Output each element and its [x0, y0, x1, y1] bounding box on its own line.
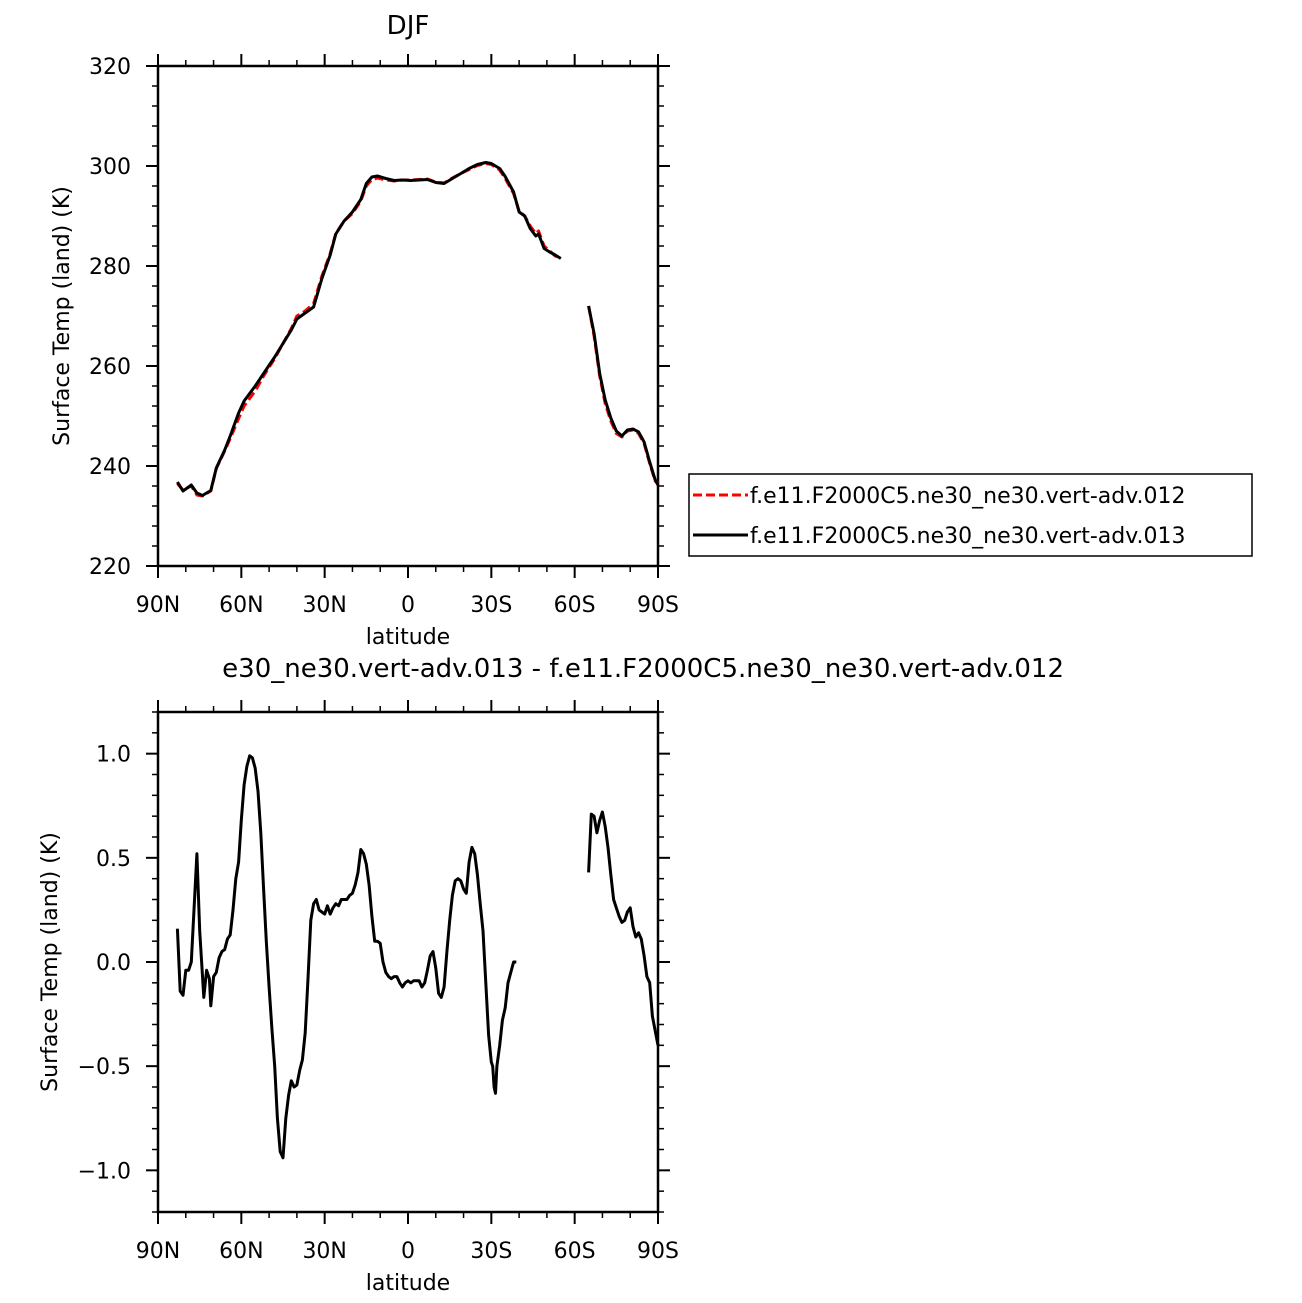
top-y-axis-label: Surface Temp (land) (K)	[50, 186, 75, 446]
y-tick-label: 0.5	[96, 847, 131, 872]
x-tick-label: 90N	[136, 593, 180, 618]
x-tick-label: 90S	[637, 593, 679, 618]
top-minor-ticks	[146, 54, 670, 578]
top-y-tick-labels: 220 240 260 280 300 320	[89, 55, 131, 580]
x-tick-label: 90N	[136, 1239, 180, 1264]
x-tick-label: 90S	[637, 1239, 679, 1264]
x-tick-label: 30N	[302, 593, 346, 618]
x-tick-label: 30S	[470, 593, 512, 618]
y-tick-label: 320	[89, 55, 131, 80]
bottom-series-lines	[175, 754, 660, 1160]
bottom-minor-ticks	[146, 700, 670, 1224]
x-tick-label: 0	[401, 593, 415, 618]
y-tick-label: 0.0	[96, 951, 131, 976]
series-line-0-segment-0	[175, 754, 517, 1160]
series-line-0-segment-1	[587, 810, 660, 1046]
x-tick-label: 60S	[554, 1239, 596, 1264]
legend-box	[688, 473, 1253, 557]
legend-label-series-012: f.e11.F2000C5.ne30_ne30.vert-adv.012	[750, 484, 1186, 509]
series-line-1-segment-0	[176, 161, 562, 497]
x-tick-label: 0	[401, 1239, 415, 1264]
top-x-tick-labels: 90N 60N 30N 0 30S 60S 90S	[136, 593, 679, 618]
bottom-y-tick-labels: −1.0 −0.5 0.0 0.5 1.0	[78, 743, 131, 1185]
top-series-lines	[176, 161, 660, 498]
y-tick-label: 220	[89, 555, 131, 580]
y-tick-label: −0.5	[78, 1055, 131, 1080]
bottom-x-tick-labels: 90N 60N 30N 0 30S 60S 90S	[136, 1239, 679, 1264]
legend: f.e11.F2000C5.ne30_ne30.vert-adv.012 f.e…	[688, 473, 1253, 557]
legend-label-series-013: f.e11.F2000C5.ne30_ne30.vert-adv.013	[750, 524, 1186, 549]
series-line-1-segment-1	[587, 305, 660, 486]
y-tick-label: 260	[89, 355, 131, 380]
x-tick-label: 30N	[302, 1239, 346, 1264]
x-tick-label: 60S	[554, 593, 596, 618]
y-tick-label: 280	[89, 255, 131, 280]
x-tick-label: 60N	[219, 1239, 263, 1264]
x-tick-label: 30S	[470, 1239, 512, 1264]
y-tick-label: 1.0	[96, 743, 131, 768]
y-tick-label: 300	[89, 155, 131, 180]
series-line-0-segment-0	[176, 162, 562, 498]
x-tick-label: 60N	[219, 593, 263, 618]
top-plot-frame	[156, 64, 660, 568]
y-tick-label: 240	[89, 455, 131, 480]
top-x-axis-label: latitude	[366, 625, 450, 650]
bottom-panel: e30_ne30.vert-adv.013 - f.e11.F2000C5.ne…	[38, 654, 1064, 1296]
bottom-chart-title: e30_ne30.vert-adv.013 - f.e11.F2000C5.ne…	[222, 654, 1064, 684]
bottom-y-axis-label: Surface Temp (land) (K)	[38, 832, 63, 1092]
bottom-x-axis-label: latitude	[366, 1271, 450, 1296]
top-chart-title: DJF	[387, 11, 430, 41]
bottom-plot-frame	[156, 710, 660, 1214]
y-tick-label: −1.0	[78, 1159, 131, 1184]
